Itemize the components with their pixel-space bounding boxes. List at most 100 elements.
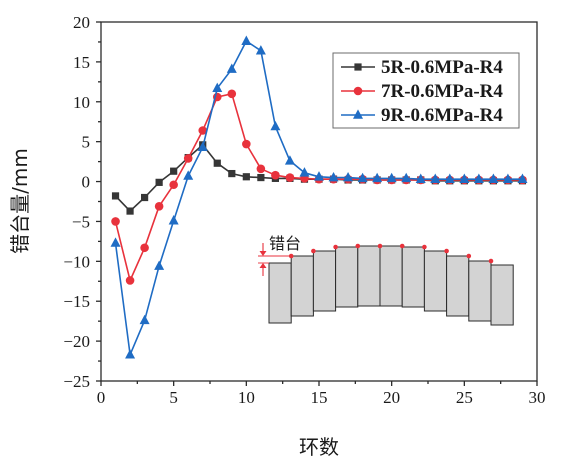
data-point bbox=[430, 173, 441, 183]
data-point bbox=[226, 63, 237, 73]
x-tick-label: 15 bbox=[311, 388, 328, 407]
series-group bbox=[110, 35, 528, 359]
data-point bbox=[155, 178, 163, 186]
data-point bbox=[473, 173, 484, 183]
x-tick-label: 25 bbox=[456, 388, 473, 407]
data-point bbox=[110, 237, 121, 247]
joint-marker bbox=[466, 253, 472, 259]
joint-marker bbox=[333, 244, 338, 250]
joint-marker bbox=[377, 243, 383, 249]
data-point bbox=[285, 173, 295, 182]
ring-segment bbox=[423, 250, 448, 312]
data-point bbox=[212, 82, 223, 93]
y-tick-label: −15 bbox=[63, 292, 90, 311]
data-point bbox=[140, 243, 149, 253]
y-tick-label: 0 bbox=[82, 173, 91, 192]
data-point bbox=[257, 173, 265, 182]
ring-segment bbox=[401, 246, 425, 308]
ring-segment bbox=[446, 255, 470, 317]
offset-arrow-down bbox=[259, 251, 267, 256]
data-point bbox=[242, 173, 250, 181]
legend-marker bbox=[353, 86, 363, 96]
ring-segment bbox=[335, 246, 359, 308]
x-tick-label: 10 bbox=[238, 388, 255, 407]
data-point bbox=[139, 314, 150, 325]
y-tick-label: 5 bbox=[82, 133, 91, 152]
data-point bbox=[299, 167, 310, 177]
data-point bbox=[386, 172, 397, 183]
data-point bbox=[488, 173, 499, 183]
legend: 5R-0.6MPa-R4 7R-0.6MPa-R4 9R-0.6MPa-R4 bbox=[332, 52, 520, 129]
data-point bbox=[328, 171, 339, 182]
data-point bbox=[284, 155, 295, 165]
ring-segment bbox=[290, 255, 314, 317]
data-point bbox=[125, 276, 135, 285]
data-point bbox=[111, 217, 120, 226]
data-point bbox=[125, 349, 136, 359]
axes: 0 5 10 15 20 25 30 20 15 10 5 0 −5 −10 −15 −20 −25 bbox=[63, 13, 545, 407]
data-point bbox=[357, 172, 368, 183]
data-point bbox=[415, 173, 426, 183]
data-point bbox=[227, 89, 237, 99]
data-point bbox=[242, 139, 251, 149]
data-point bbox=[314, 171, 324, 181]
data-point bbox=[270, 120, 281, 131]
ring-segment bbox=[379, 245, 403, 307]
data-point bbox=[256, 164, 266, 174]
joint-marker bbox=[422, 244, 427, 250]
data-point bbox=[255, 45, 266, 55]
ring-segment bbox=[357, 245, 381, 307]
joint-marker bbox=[488, 258, 494, 264]
data-point bbox=[154, 260, 165, 270]
data-point bbox=[168, 215, 179, 225]
data-point bbox=[126, 207, 134, 215]
data-point bbox=[459, 173, 470, 183]
legend-marker bbox=[354, 63, 362, 71]
data-point bbox=[154, 201, 164, 211]
y-tick-label: −25 bbox=[63, 372, 90, 391]
data-point bbox=[241, 35, 252, 45]
data-point bbox=[169, 180, 178, 190]
x-tick-label: 0 bbox=[97, 388, 106, 407]
data-point bbox=[183, 170, 194, 180]
legend-label: 9R-0.6MPa-R4 bbox=[381, 105, 503, 126]
data-point bbox=[444, 173, 455, 183]
ring-segment bbox=[468, 260, 492, 322]
x-tick-label: 30 bbox=[529, 388, 546, 407]
data-point bbox=[213, 159, 221, 167]
offset-arrow-up bbox=[259, 263, 267, 268]
legend-label: 7R-0.6MPa-R4 bbox=[381, 81, 503, 102]
series-3 bbox=[110, 35, 528, 359]
joint-marker bbox=[355, 243, 361, 249]
legend-label: 5R-0.6MPa-R4 bbox=[381, 57, 503, 78]
data-point bbox=[198, 126, 208, 135]
data-point bbox=[183, 154, 193, 163]
data-point bbox=[228, 169, 236, 178]
legend-item: 7R-0.6MPa-R4 bbox=[341, 81, 503, 102]
ring-segment bbox=[490, 264, 514, 326]
joint-marker bbox=[311, 248, 316, 254]
ring-segment bbox=[268, 262, 292, 324]
legend-item: 9R-0.6MPa-R4 bbox=[341, 105, 503, 126]
data-point bbox=[343, 171, 354, 182]
y-tick-label: 20 bbox=[73, 13, 90, 32]
data-point bbox=[141, 193, 149, 202]
data-point bbox=[111, 192, 120, 200]
data-point bbox=[170, 167, 178, 175]
y-tick-label: −10 bbox=[63, 252, 90, 271]
joint-marker bbox=[444, 248, 449, 254]
legend-item: 5R-0.6MPa-R4 bbox=[341, 57, 503, 78]
y-tick-label: 10 bbox=[73, 93, 90, 112]
y-axis-label: 错台量/mm bbox=[8, 148, 32, 254]
legend-marker bbox=[353, 109, 363, 119]
data-point bbox=[372, 172, 383, 183]
ring-segment bbox=[312, 250, 337, 312]
y-tick-label: −5 bbox=[72, 212, 90, 231]
joint-marker bbox=[399, 243, 405, 249]
data-point bbox=[271, 170, 280, 180]
x-tick-label: 20 bbox=[383, 388, 400, 407]
data-point bbox=[197, 141, 208, 152]
x-axis-label: 环数 bbox=[299, 435, 339, 459]
inset-label: 错台 bbox=[269, 234, 301, 253]
